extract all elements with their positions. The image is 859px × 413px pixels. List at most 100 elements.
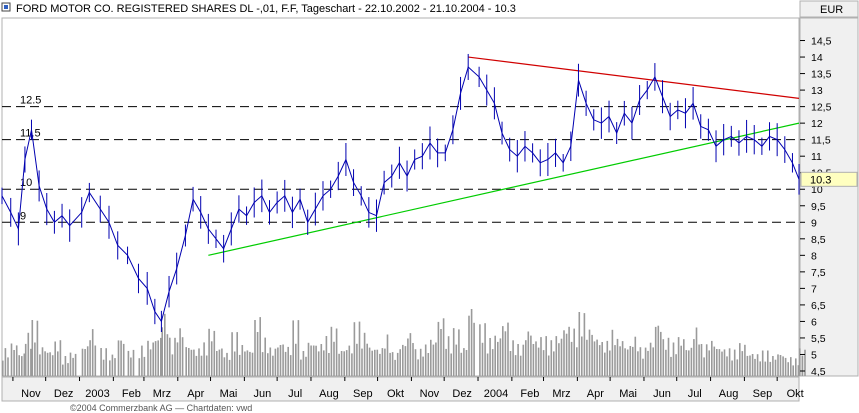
volume-bar — [188, 348, 190, 376]
volume-bar — [591, 334, 593, 376]
volume-bar — [437, 321, 440, 376]
volume-bar — [404, 346, 407, 376]
volume-bar — [169, 337, 171, 376]
volume-bar — [799, 348, 801, 376]
volume-bar — [84, 349, 86, 376]
volume-bar — [111, 354, 114, 376]
volume-bar — [417, 359, 419, 376]
volume-bar — [688, 350, 690, 376]
volume-bar — [181, 337, 184, 376]
volume-bar — [72, 357, 74, 376]
volume-bar — [27, 332, 30, 376]
volume-bar — [667, 337, 670, 376]
volume-bar — [185, 347, 187, 376]
y-tick-label: 7 — [811, 283, 817, 295]
currency-box — [799, 0, 859, 18]
volume-bar — [282, 344, 284, 376]
price-series — [1, 53, 800, 332]
volume-bar — [335, 328, 338, 376]
volume-bar — [21, 356, 23, 376]
volume-bar — [782, 356, 784, 376]
volume-bar — [801, 355, 804, 376]
volume-bar — [746, 355, 749, 376]
volume-bar — [614, 345, 616, 376]
volume-bar — [13, 350, 15, 376]
volume-bar — [576, 347, 578, 376]
volume-bar — [690, 347, 693, 376]
x-axis-ticks: Nov Dez 2003 Feb Mrz Apr Mai Jun Jul Aug Sep Okt Nov… — [12, 377, 804, 400]
volume-bar — [386, 334, 389, 376]
volume-bar — [114, 358, 116, 376]
volume-bar — [89, 340, 91, 376]
volume-bar — [458, 329, 460, 376]
volume-bar — [604, 352, 606, 376]
volume-bar — [127, 350, 130, 376]
volume-bar — [634, 336, 637, 376]
volume-bar — [499, 338, 502, 376]
volume-bar — [205, 355, 208, 376]
volume-bar — [440, 329, 442, 376]
volume-bar — [677, 337, 680, 376]
volume-bar — [703, 357, 705, 376]
volume-bar — [36, 320, 39, 376]
volume-bar — [578, 312, 581, 376]
volume-bar — [744, 344, 746, 376]
volume-bar — [223, 357, 226, 376]
volume-bar — [264, 337, 266, 376]
volume-bar — [619, 346, 621, 376]
volume-bar — [261, 352, 264, 376]
volume-bar — [741, 351, 744, 376]
x-tick-label: Nov — [420, 388, 440, 400]
volume-bar — [238, 354, 241, 376]
x-tick-label: Dez — [452, 388, 472, 400]
volume-bar — [213, 330, 216, 376]
y-axis-ticks: 4,555,566,577,588,599,51010,51111,51212,… — [800, 36, 832, 378]
volume-bar — [166, 334, 169, 376]
level-label: 9 — [20, 210, 26, 222]
volume-bar — [726, 356, 728, 376]
volume-bar — [504, 331, 507, 376]
last-price-box — [800, 171, 858, 187]
volume-bar — [305, 356, 307, 376]
volume-bar — [581, 336, 583, 376]
volume-bar — [348, 345, 351, 376]
volume-bar — [179, 328, 181, 376]
volume-bar — [7, 357, 9, 376]
volume-bar — [639, 347, 642, 376]
volume-bar — [558, 343, 560, 376]
volume-bar — [460, 352, 463, 376]
volume-bar — [44, 351, 46, 376]
volume-bar — [649, 342, 652, 376]
volume-bar — [412, 343, 414, 376]
volume-bar — [481, 342, 484, 376]
volume-bar — [731, 360, 733, 376]
volume-bar — [161, 327, 163, 376]
volume-bar — [241, 345, 244, 376]
volume-bar — [208, 328, 210, 376]
volume-bar — [525, 340, 527, 376]
volume-bar — [39, 354, 41, 376]
volume-bar — [132, 349, 135, 376]
y-tick-label: 11,5 — [811, 135, 831, 147]
support-trendline — [208, 122, 800, 256]
y-axis-panel — [799, 17, 859, 377]
volume-bar — [764, 361, 767, 376]
volume-bar — [323, 350, 325, 376]
volume-bar — [713, 346, 716, 376]
volume-bar — [693, 339, 695, 376]
volume-bar — [105, 348, 107, 376]
volume-bar — [164, 313, 166, 376]
volume-bar — [484, 323, 486, 376]
volume-bar — [122, 343, 125, 376]
volume-bar — [64, 356, 67, 376]
volume-bar — [149, 349, 152, 376]
chart-window-icon-fill — [4, 5, 8, 9]
volume-bar — [463, 348, 465, 376]
currency-label: EUR — [820, 4, 843, 16]
volume-bar — [665, 349, 667, 376]
volume-bar — [62, 364, 64, 376]
x-tick-label: Jul — [288, 388, 302, 400]
y-tick-label: 11 — [811, 151, 822, 163]
y-tick-label: 13,5 — [811, 69, 832, 81]
